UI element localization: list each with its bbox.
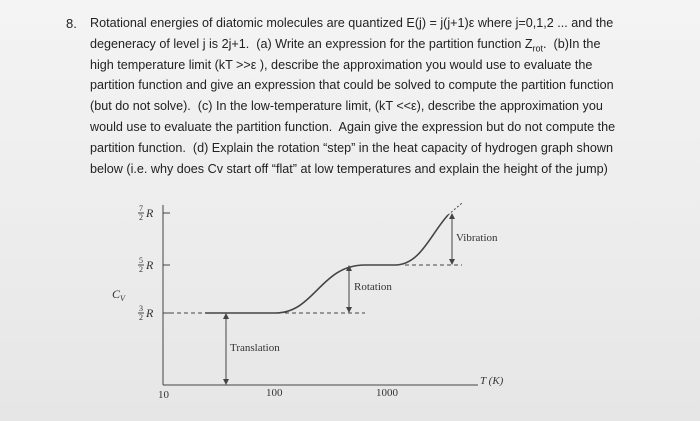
text-line: partition function. (d) Explain the rota… xyxy=(90,141,613,155)
level-symbol: R xyxy=(145,258,154,272)
x-tick-label: 1000 xyxy=(376,387,399,399)
text-line: high temperature limit (kT >>ε ), descri… xyxy=(90,58,592,72)
text-segment: degeneracy of level j is 2j+1. (a) Write… xyxy=(90,36,533,51)
x-axis-label: T (K) xyxy=(480,375,504,387)
level-symbol: R xyxy=(145,306,154,320)
text-segment: below (i.e. why does Cv start off “flat”… xyxy=(90,161,608,176)
y-axis-label: CV xyxy=(112,287,126,303)
text-line: partition function and give an expressio… xyxy=(90,78,614,92)
text-line: below (i.e. why does Cv start off “flat”… xyxy=(90,162,608,176)
text-segment: partition function and give an expressio… xyxy=(90,78,614,93)
fraction-numerator: 5 xyxy=(139,256,143,265)
text-segment: (but do not solve). (c) In the low-tempe… xyxy=(90,99,603,114)
annotation: Vibration xyxy=(456,232,498,244)
fraction-numerator: 3 xyxy=(139,304,143,313)
fraction-denominator: 2 xyxy=(139,265,143,274)
text-segment: . (b)In the xyxy=(543,36,601,51)
text-segment: high temperature limit (kT >>ε ), descri… xyxy=(90,57,593,72)
level-symbol: R xyxy=(145,206,154,220)
fraction-denominator: 2 xyxy=(139,313,143,322)
text-segment: would use to evaluate the partition func… xyxy=(90,120,616,134)
question-number: 8. xyxy=(66,16,77,31)
x-tick-label: 100 xyxy=(266,387,283,399)
text-line: degeneracy of level j is 2j+1. (a) Write… xyxy=(90,37,600,54)
fraction-denominator: 2 xyxy=(139,213,143,222)
text-line: (but do not solve). (c) In the low-tempe… xyxy=(90,99,603,113)
text-segment: Rotational energies of diatomic molecule… xyxy=(90,16,614,30)
fraction-numerator: 7 xyxy=(139,204,143,213)
subscript: rot xyxy=(532,43,544,54)
annotation: Rotation xyxy=(354,281,392,293)
text-segment: partition function. (d) Explain the rota… xyxy=(90,140,613,155)
cv-curve xyxy=(205,214,449,314)
text-line: would use to evaluate the partition func… xyxy=(90,120,615,134)
text-line: Rotational energies of diatomic molecule… xyxy=(90,16,613,30)
annotation: Translation xyxy=(230,342,280,354)
x-tick-label: 10 xyxy=(158,389,170,401)
